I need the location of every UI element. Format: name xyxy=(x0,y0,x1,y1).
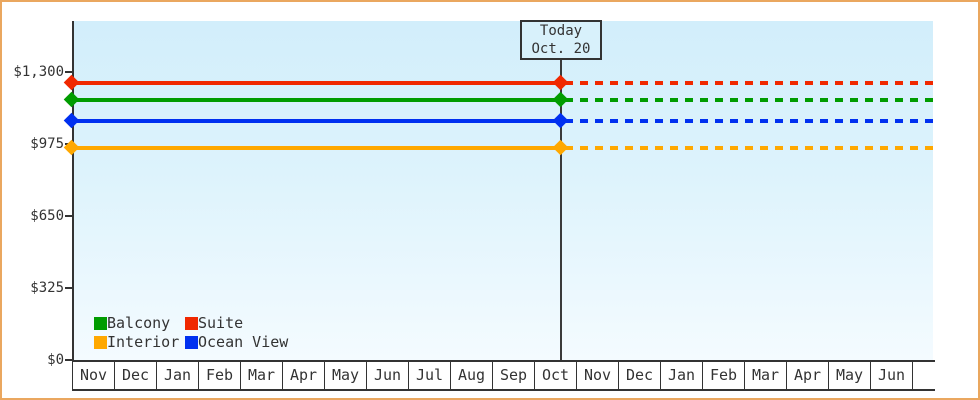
y-axis-tick-label: $0 xyxy=(47,352,64,368)
x-axis-month-cell: Apr xyxy=(283,362,325,389)
today-date-label: Oct. 20 xyxy=(531,41,591,57)
x-axis-month-cell: Apr xyxy=(787,362,829,389)
x-axis-month-cell: Jan xyxy=(661,362,703,389)
y-axis-tick xyxy=(65,359,72,361)
today-label: Today xyxy=(539,23,583,39)
series-line-dashed-interior xyxy=(565,146,933,151)
legend-swatch-icon xyxy=(185,317,198,330)
series-line-dashed-ocean-view xyxy=(565,118,933,123)
legend-label: Balcony xyxy=(107,314,171,332)
series-line-solid-ocean-view xyxy=(74,118,561,123)
y-axis-tick-label: $650 xyxy=(30,208,64,224)
y-axis-tick-label: $975 xyxy=(30,136,64,152)
x-axis-month-cell: Mar xyxy=(241,362,283,389)
legend-item-balcony: Balcony xyxy=(94,316,170,331)
y-axis-tick xyxy=(65,71,72,73)
today-marker-line xyxy=(560,59,562,360)
series-line-solid-balcony xyxy=(74,97,561,102)
series-line-solid-suite xyxy=(74,81,561,86)
x-axis-month-cell: Feb xyxy=(703,362,745,389)
x-axis-month-cell: May xyxy=(325,362,367,389)
y-axis xyxy=(72,21,74,360)
legend-item-suite: Suite xyxy=(185,316,243,331)
x-axis-month-cell: Feb xyxy=(199,362,241,389)
x-axis-month-cell: May xyxy=(829,362,871,389)
legend-label: Ocean View xyxy=(198,333,289,351)
y-axis-tick-label: $1,300 xyxy=(13,64,64,80)
legend-label: Suite xyxy=(198,314,244,332)
x-axis-month-cell: Jun xyxy=(367,362,409,389)
plot-area xyxy=(74,21,933,360)
x-axis-month-cell: Oct xyxy=(535,362,577,389)
x-axis-month-cell: Jul xyxy=(409,362,451,389)
series-line-dashed-suite xyxy=(565,81,933,86)
x-axis-month-cell: Nov xyxy=(73,362,115,389)
legend-swatch-icon xyxy=(185,336,198,349)
x-axis-empty-cell xyxy=(913,362,935,389)
x-axis-month-row: Nov Dec Jan Feb Mar Apr May Jun Jul Aug Sep Oct Nov D… xyxy=(72,360,935,391)
x-axis-month-cell: Jun xyxy=(871,362,913,389)
series-line-solid-interior xyxy=(74,146,561,151)
legend-swatch-icon xyxy=(94,336,107,349)
x-axis-month-cell: Dec xyxy=(619,362,661,389)
x-axis-month-cell: Dec xyxy=(115,362,157,389)
legend-swatch-icon xyxy=(94,317,107,330)
y-axis-tick xyxy=(65,287,72,289)
x-axis-month-cell: Mar xyxy=(745,362,787,389)
legend-item-ocean-view: Ocean View xyxy=(185,335,288,350)
today-label-box: Today Oct. 20 xyxy=(520,20,602,60)
x-axis-month-cell: Aug xyxy=(451,362,493,389)
x-axis-month-cell: Jan xyxy=(157,362,199,389)
series-line-dashed-balcony xyxy=(565,97,933,102)
x-axis-month-cell: Sep xyxy=(493,362,535,389)
x-axis-month-cell: Nov xyxy=(577,362,619,389)
y-axis-tick-label: $325 xyxy=(30,280,64,296)
legend-item-interior: Interior xyxy=(94,335,179,350)
legend-label: Interior xyxy=(107,333,180,351)
y-axis-tick xyxy=(65,215,72,217)
